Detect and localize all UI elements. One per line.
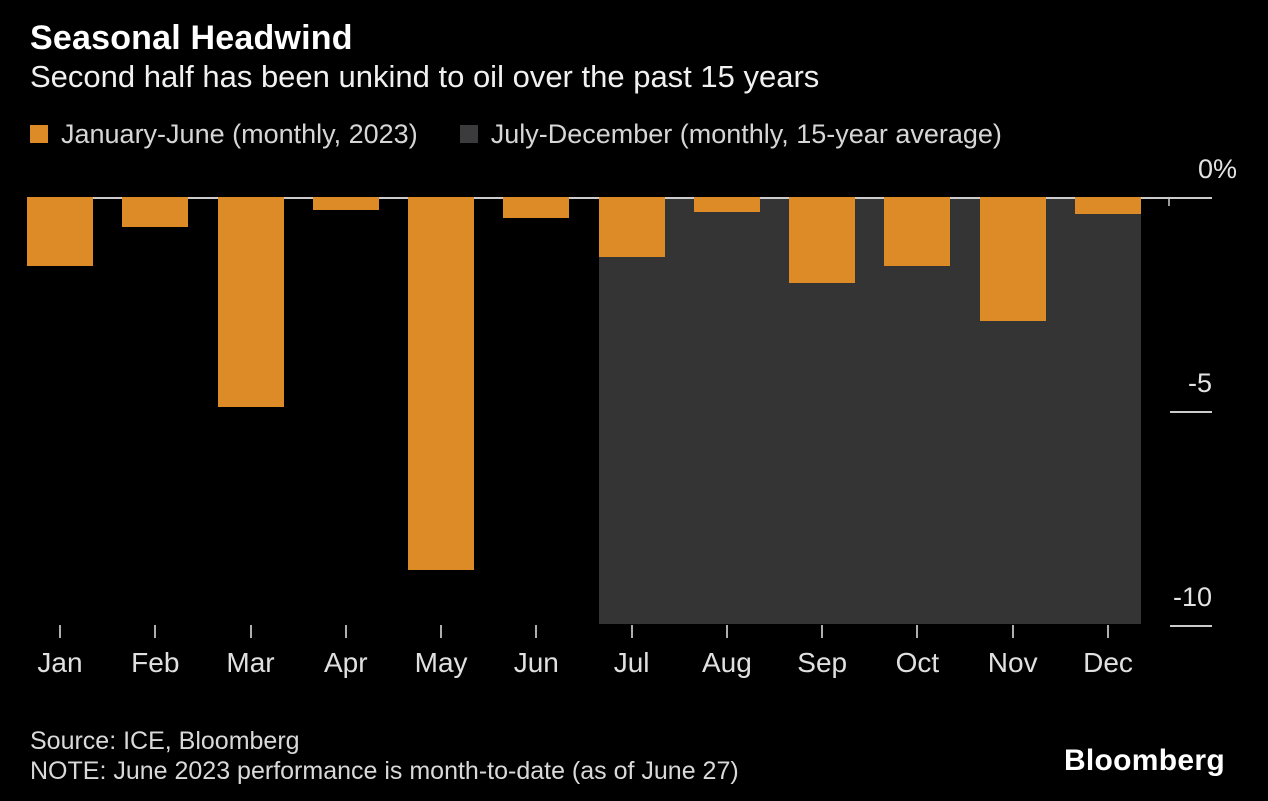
y-tick-line-neg10 bbox=[1170, 625, 1212, 628]
bloomberg-logo: Bloomberg bbox=[1063, 744, 1225, 777]
bar-jun bbox=[503, 197, 570, 218]
bar-oct bbox=[884, 197, 951, 266]
note-text: NOTE: June 2023 performance is month-to-… bbox=[30, 757, 739, 785]
month-label-aug: Aug bbox=[701, 647, 752, 678]
y-tick-label-0: 0% bbox=[1197, 154, 1237, 184]
legend-item-jan-june: January-June (monthly, 2023) bbox=[30, 118, 418, 150]
x-tick-jan bbox=[59, 625, 61, 638]
x-tick-mar bbox=[249, 625, 252, 638]
legend-label-jan-june: January-June (monthly, 2023) bbox=[61, 119, 418, 149]
second-half-highlight-band bbox=[598, 197, 1141, 624]
bar-jul bbox=[598, 197, 665, 257]
source-text: Source: ICE, Bloomberg bbox=[30, 727, 300, 755]
chart-title: Seasonal Headwind bbox=[30, 19, 353, 57]
month-label-oct: Oct bbox=[895, 647, 940, 678]
bar-jan bbox=[27, 197, 93, 266]
month-label-nov: Nov bbox=[987, 647, 1038, 678]
month-label-mar: Mar bbox=[226, 647, 275, 678]
x-tick-sep bbox=[821, 625, 824, 638]
x-tick-jul bbox=[630, 625, 633, 638]
x-tick-apr bbox=[344, 625, 347, 638]
bar-feb bbox=[122, 197, 189, 227]
bar-mar bbox=[217, 197, 284, 407]
bar-nov bbox=[979, 197, 1046, 321]
zero-axis-tick bbox=[1168, 199, 1170, 206]
y-tick-line-neg5 bbox=[1170, 411, 1212, 414]
month-label-may: May bbox=[414, 647, 468, 678]
month-label-dec: Dec bbox=[1083, 647, 1133, 678]
x-tick-feb bbox=[154, 625, 157, 638]
y-tick-label-neg5: -5 bbox=[1187, 368, 1212, 399]
chart-subtitle: Second half has been unkind to oil over … bbox=[30, 59, 820, 94]
bar-apr bbox=[312, 197, 379, 210]
x-tick-nov bbox=[1011, 625, 1014, 638]
month-label-sep: Sep bbox=[797, 647, 848, 678]
month-label-feb: Feb bbox=[131, 647, 180, 678]
legend-label-july-december: July-December (monthly, 15-year average) bbox=[490, 119, 1002, 149]
month-label-jul: Jul bbox=[613, 647, 650, 678]
month-label-jan: Jan bbox=[37, 647, 83, 678]
legend: January-June (monthly, 2023) July-Decemb… bbox=[30, 118, 1002, 150]
bar-dec bbox=[1075, 197, 1141, 214]
x-tick-jun bbox=[535, 625, 538, 638]
bar-may bbox=[408, 197, 475, 570]
legend-swatch-gray bbox=[459, 125, 478, 143]
legend-item-july-december: July-December (monthly, 15-year average) bbox=[459, 118, 1002, 150]
bar-sep bbox=[789, 197, 856, 283]
x-tick-oct bbox=[916, 625, 919, 638]
month-label-jun: Jun bbox=[513, 647, 559, 678]
x-tick-aug bbox=[725, 625, 728, 638]
y-tick-label-neg10: -10 bbox=[1172, 582, 1212, 613]
month-label-apr: Apr bbox=[324, 647, 368, 678]
bar-aug bbox=[693, 197, 760, 212]
x-tick-may bbox=[440, 625, 443, 638]
x-tick-dec bbox=[1107, 625, 1109, 638]
legend-swatch-orange bbox=[30, 125, 48, 143]
